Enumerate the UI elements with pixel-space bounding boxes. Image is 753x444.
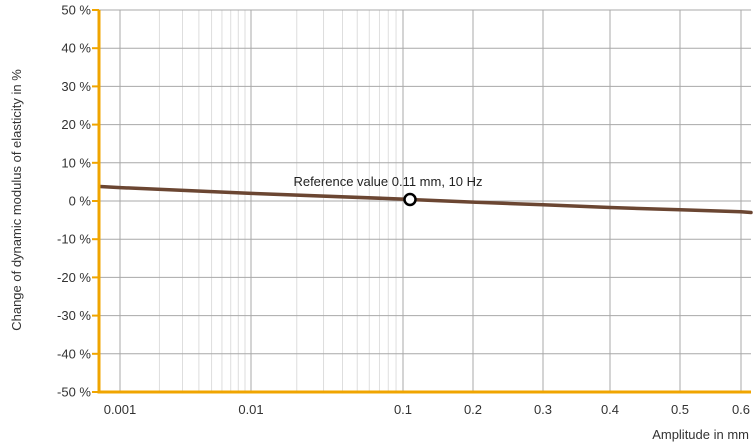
x-tick-label: 0.5 bbox=[671, 402, 689, 417]
y-tick-label: 30 % bbox=[61, 79, 91, 94]
y-tick-label: 20 % bbox=[61, 117, 91, 132]
x-tick-label: 0.3 bbox=[534, 402, 552, 417]
reference-point-marker bbox=[403, 192, 417, 207]
y-axis-title: Change of dynamic modulus of elasticity … bbox=[9, 69, 24, 331]
y-tick-label: 50 % bbox=[61, 3, 91, 18]
series-line bbox=[98, 184, 753, 215]
y-tick-label: 10 % bbox=[61, 155, 91, 170]
x-tick-label: 0.6 bbox=[732, 402, 750, 417]
y-tick-label: -10 % bbox=[57, 232, 91, 247]
y-tick-label: -30 % bbox=[57, 308, 91, 323]
x-axis-title: Amplitude in mm bbox=[652, 427, 749, 442]
y-tick-label: -40 % bbox=[57, 346, 91, 361]
x-tick-label: 0.4 bbox=[601, 402, 619, 417]
x-tick-label: 0.1 bbox=[394, 402, 412, 417]
x-tick-label: 0.01 bbox=[238, 402, 263, 417]
x-tick-label: 0.001 bbox=[104, 402, 137, 417]
major-grid bbox=[99, 9, 751, 393]
y-tick-label: -20 % bbox=[57, 270, 91, 285]
y-tick-label: -50 % bbox=[57, 385, 91, 400]
y-tick-label: 40 % bbox=[61, 41, 91, 56]
reference-label: Reference value 0.11 mm, 10 Hz bbox=[293, 174, 482, 189]
x-tick-label: 0.2 bbox=[464, 402, 482, 417]
x-tick-labels: 0.001 0.01 0.1 0.2 0.3 0.4 0.5 0.6 bbox=[104, 402, 750, 417]
y-tick-label: 0 % bbox=[69, 194, 92, 209]
y-tick-labels: 50 % 40 % 30 % 20 % 10 % 0 % -10 % -20 % -30 % -4… bbox=[57, 3, 99, 400]
